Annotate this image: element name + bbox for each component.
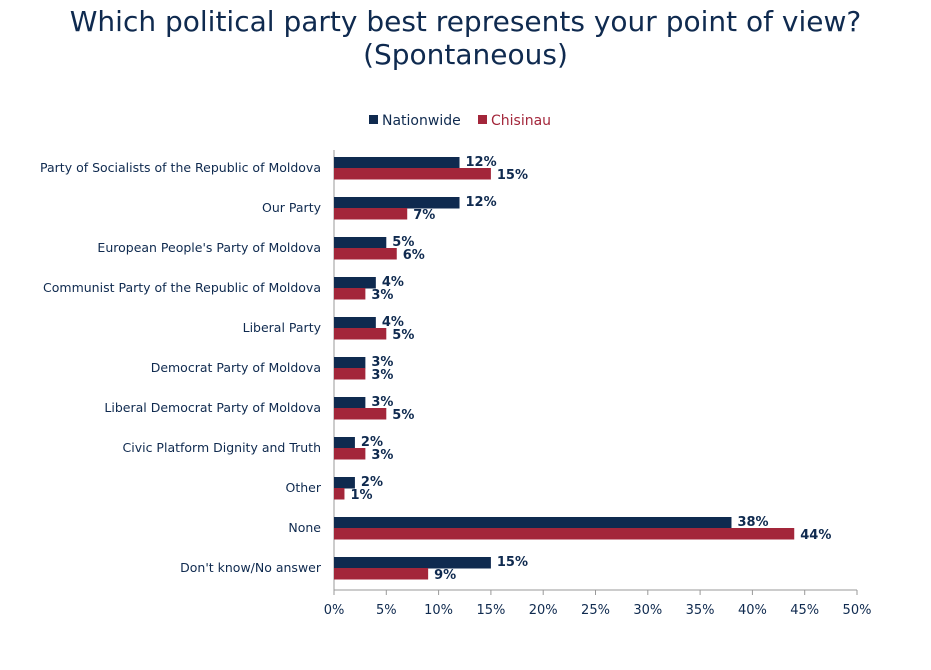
category-label: Liberal Party bbox=[243, 320, 322, 335]
data-label-nationwide: 4% bbox=[382, 275, 404, 290]
bar-chisinau bbox=[334, 528, 795, 540]
bar-nationwide bbox=[334, 277, 376, 289]
data-label-nationwide: 15% bbox=[497, 555, 528, 570]
category-label: Don't know/No answer bbox=[180, 560, 322, 575]
bar-nationwide bbox=[334, 237, 387, 249]
x-tick-label: 45% bbox=[790, 603, 819, 618]
bar-nationwide bbox=[334, 197, 460, 209]
chart-title: Which political party best represents yo… bbox=[0, 5, 931, 71]
data-label-chisinau: 9% bbox=[434, 568, 456, 583]
data-label-nationwide: 2% bbox=[361, 435, 383, 450]
x-tick-label: 10% bbox=[424, 603, 453, 618]
data-label-chisinau: 3% bbox=[371, 288, 393, 303]
category-label: Our Party bbox=[262, 200, 322, 215]
category-label: Liberal Democrat Party of Moldova bbox=[104, 400, 321, 415]
x-tick-label: 35% bbox=[686, 603, 715, 618]
bar-chisinau bbox=[334, 568, 429, 580]
data-label-nationwide: 38% bbox=[737, 515, 768, 530]
legend-swatch bbox=[369, 115, 378, 124]
category-label: Party of Socialists of the Republic of M… bbox=[40, 160, 321, 175]
x-tick-label: 15% bbox=[476, 603, 505, 618]
subtitle-line: (Spontaneous) bbox=[363, 38, 568, 71]
bar-nationwide bbox=[334, 397, 366, 409]
bar-nationwide bbox=[334, 317, 376, 329]
category-label: Civic Platform Dignity and Truth bbox=[123, 440, 321, 455]
x-tick-label: 0% bbox=[324, 603, 345, 618]
data-label-chisinau: 5% bbox=[392, 328, 414, 343]
x-tick-label: 40% bbox=[738, 603, 767, 618]
data-label-chisinau: 44% bbox=[800, 528, 831, 543]
x-tick-label: 50% bbox=[843, 603, 872, 618]
data-label-chisinau: 3% bbox=[371, 368, 393, 383]
x-tick-label: 20% bbox=[529, 603, 558, 618]
category-label: Democrat Party of Moldova bbox=[151, 360, 321, 375]
bar-chisinau bbox=[334, 288, 366, 300]
legend-swatch bbox=[478, 115, 487, 124]
category-label: None bbox=[288, 520, 321, 535]
data-label-chisinau: 15% bbox=[497, 168, 528, 183]
data-label-nationwide: 4% bbox=[382, 315, 404, 330]
bar-chisinau bbox=[334, 408, 387, 420]
bar-chisinau bbox=[334, 368, 366, 380]
data-label-chisinau: 3% bbox=[371, 448, 393, 463]
data-label-nationwide: 3% bbox=[371, 395, 393, 410]
bar-chisinau bbox=[334, 328, 387, 340]
bar-nationwide bbox=[334, 477, 355, 489]
data-label-nationwide: 12% bbox=[466, 195, 497, 210]
x-tick-label: 25% bbox=[581, 603, 610, 618]
data-label-chisinau: 5% bbox=[392, 408, 414, 423]
bar-nationwide bbox=[334, 557, 491, 569]
bar-chisinau bbox=[334, 488, 345, 500]
title-line: Which political party best represents yo… bbox=[69, 5, 862, 38]
bar-chisinau bbox=[334, 448, 366, 460]
bar-chisinau bbox=[334, 208, 408, 220]
bar-nationwide bbox=[334, 357, 366, 369]
category-label: Other bbox=[286, 480, 322, 495]
category-label: Communist Party of the Republic of Moldo… bbox=[43, 280, 321, 295]
bar-nationwide bbox=[334, 517, 732, 529]
bar-chisinau bbox=[334, 168, 491, 180]
data-label-chisinau: 7% bbox=[413, 208, 435, 223]
x-tick-label: 30% bbox=[633, 603, 662, 618]
bar-nationwide bbox=[334, 437, 355, 449]
category-label: European People's Party of Moldova bbox=[97, 240, 321, 255]
data-label-nationwide: 3% bbox=[371, 355, 393, 370]
data-label-chisinau: 6% bbox=[403, 248, 425, 263]
data-label-nationwide: 5% bbox=[392, 235, 414, 250]
bar-nationwide bbox=[334, 157, 460, 169]
x-tick-label: 5% bbox=[376, 603, 397, 618]
data-label-chisinau: 1% bbox=[350, 488, 372, 503]
bar-chisinau bbox=[334, 248, 397, 260]
data-label-nationwide: 12% bbox=[466, 155, 497, 170]
legend-label: Nationwide bbox=[382, 113, 461, 129]
legend-label: Chisinau bbox=[491, 113, 551, 129]
data-label-nationwide: 2% bbox=[361, 475, 383, 490]
